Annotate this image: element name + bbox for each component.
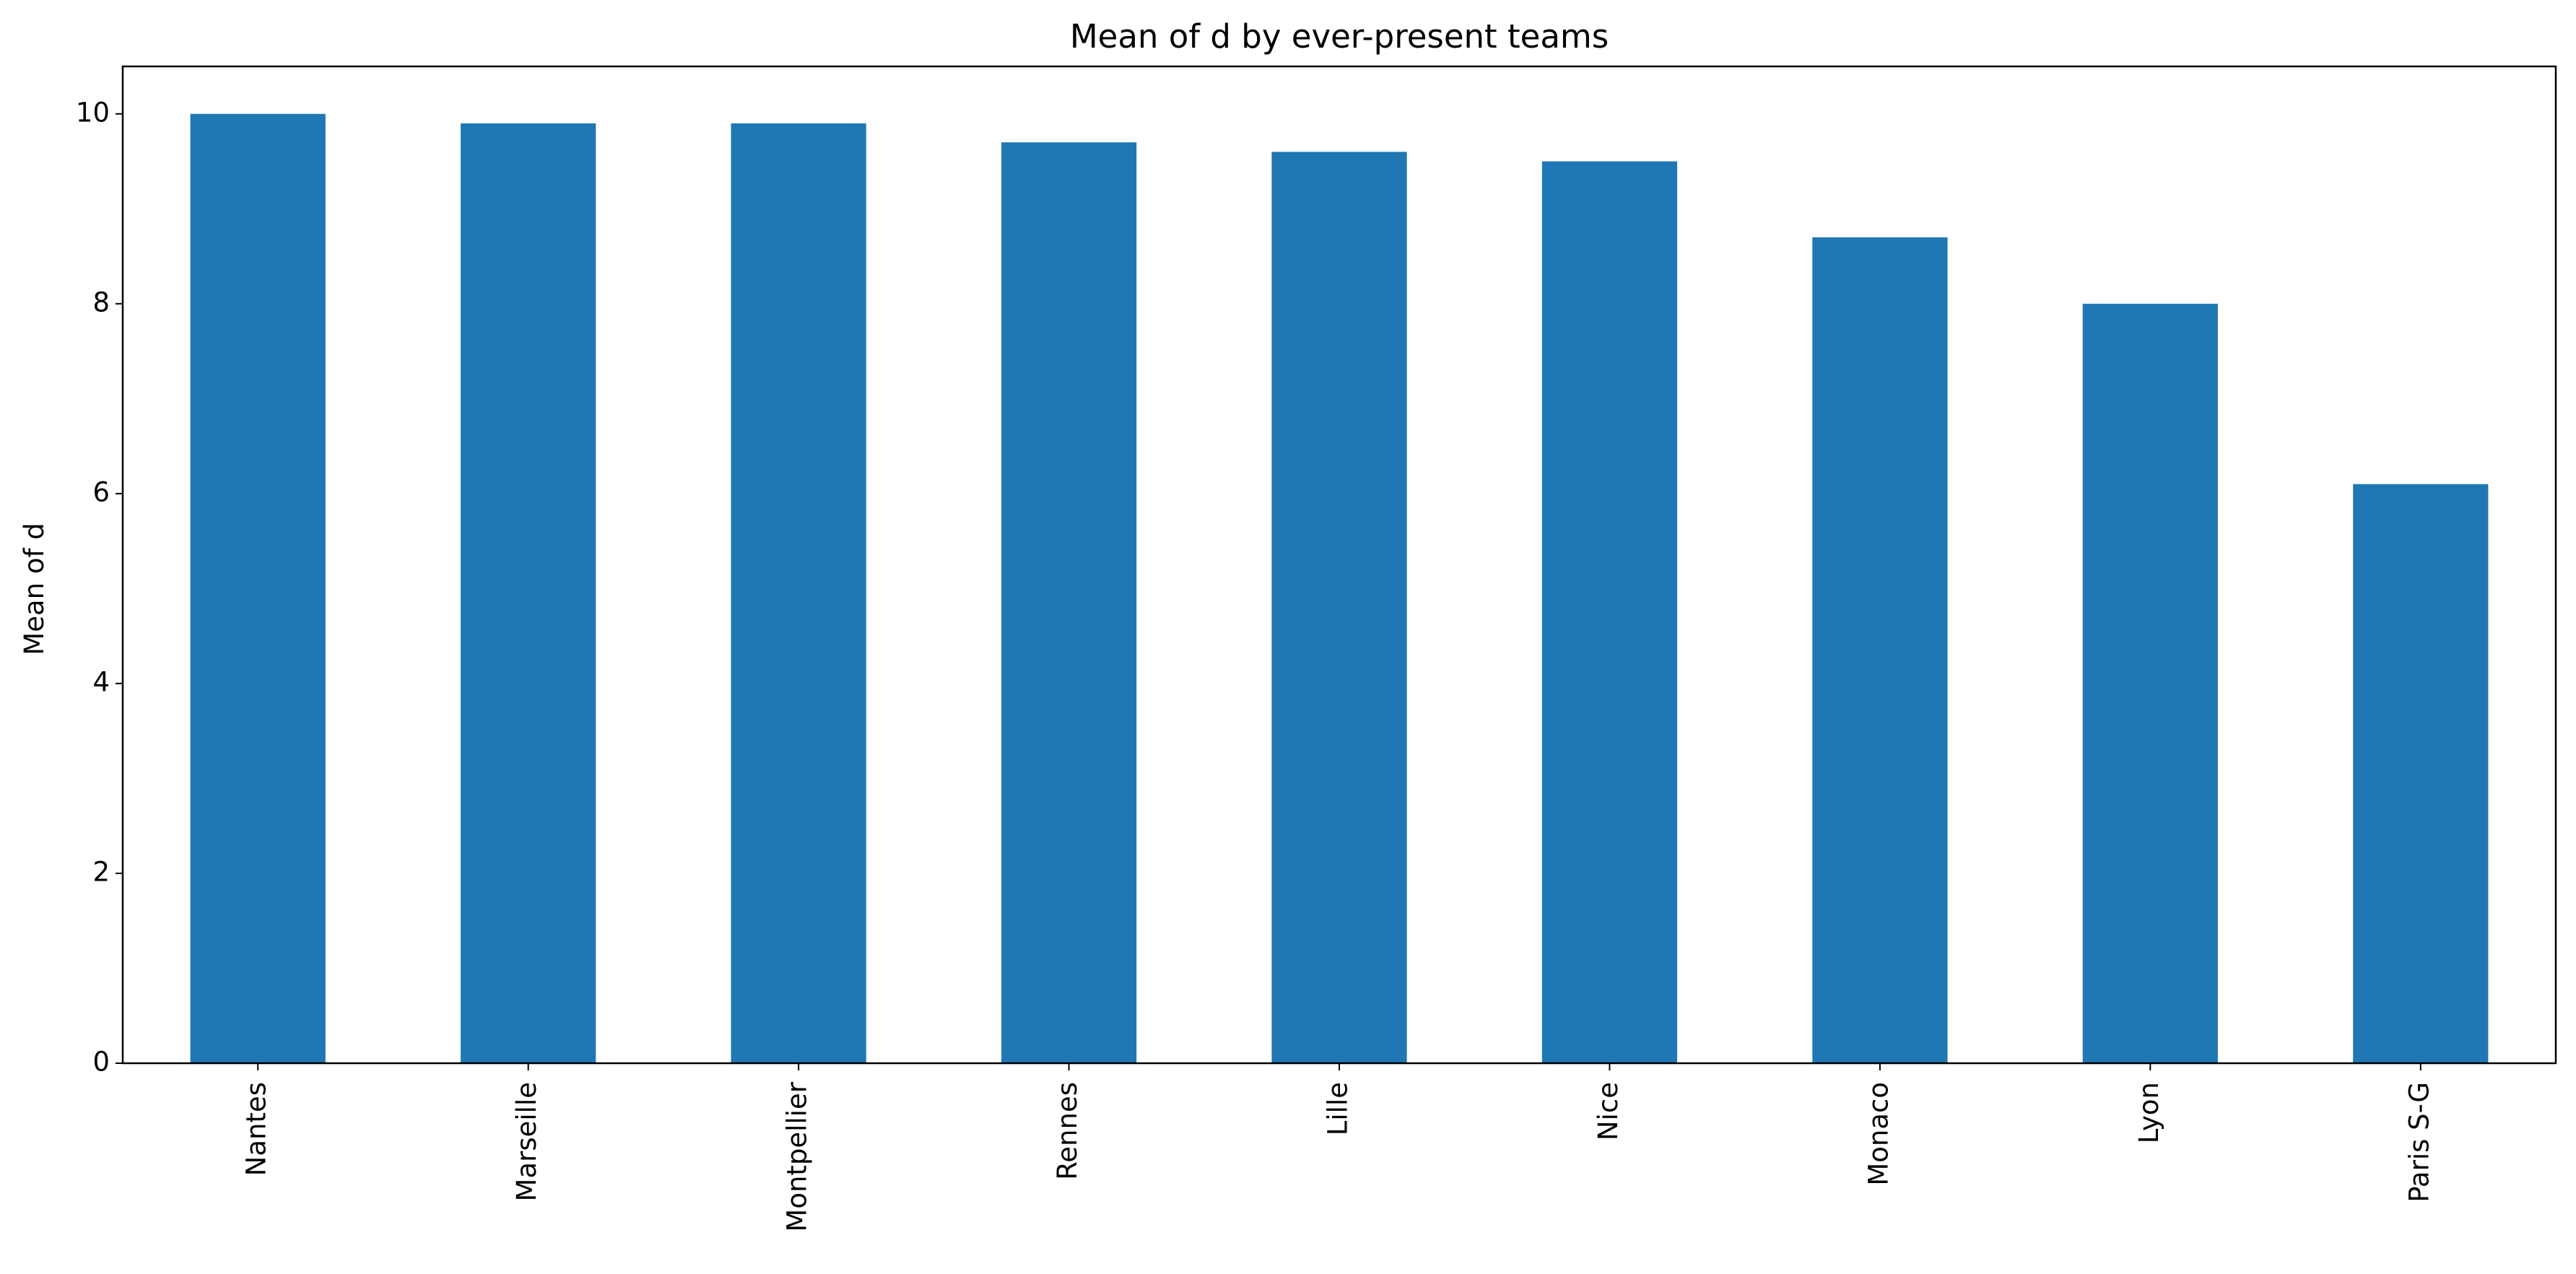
bar-marseille — [461, 123, 596, 1063]
y-tick-label: 4 — [92, 666, 110, 697]
bar-nice — [1541, 161, 1678, 1063]
x-tick-label: Montpellier — [782, 1081, 813, 1231]
bar-montpellier — [731, 123, 866, 1063]
ticks-layer: Nantes Marseille Montpellier Rennes Lille Nic… — [76, 97, 2434, 1231]
y-tick-label: 10 — [76, 97, 110, 128]
x-tick-label: Marseille — [511, 1082, 542, 1201]
x-tick-label: Nice — [1593, 1082, 1624, 1140]
y-tick-label: 2 — [92, 856, 110, 887]
bar-lille — [1271, 152, 1407, 1063]
x-tick-label: Lille — [1323, 1082, 1354, 1135]
y-tick-label: 8 — [92, 287, 110, 318]
chart-title: Mean of d by ever-present teams — [1070, 17, 1609, 56]
x-tick-label: Paris S-G — [2403, 1082, 2434, 1203]
x-tick-label: Nantes — [241, 1082, 272, 1176]
bar-paris-s-g — [2353, 484, 2489, 1063]
x-tick-label: Monaco — [1863, 1082, 1894, 1186]
bar-monaco — [1812, 237, 1948, 1063]
x-tick-label: Lyon — [2133, 1082, 2164, 1143]
bars-layer — [190, 113, 2489, 1064]
bar-nantes — [190, 113, 326, 1063]
y-tick-label: 0 — [92, 1047, 110, 1078]
x-tick-label: Rennes — [1052, 1082, 1083, 1180]
y-axis-label: Mean of d — [19, 523, 50, 655]
y-tick-label: 6 — [92, 476, 110, 507]
bar-rennes — [1001, 142, 1137, 1064]
bar-lyon — [2082, 303, 2218, 1063]
